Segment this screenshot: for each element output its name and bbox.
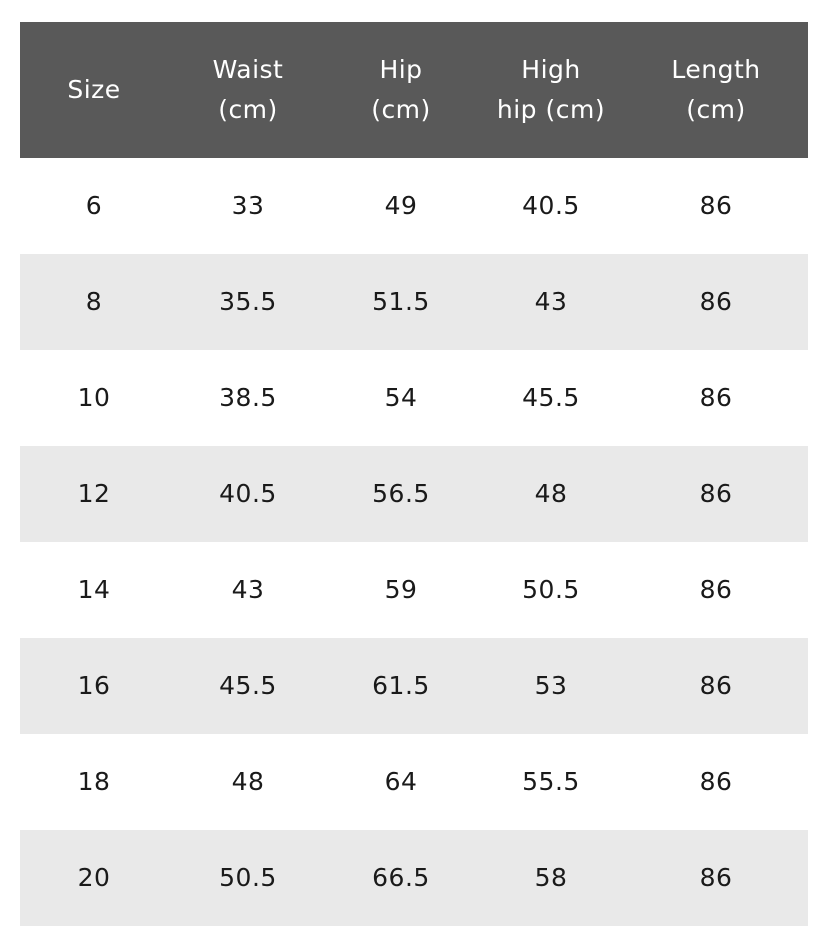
header-cell: Length (cm) — [626, 22, 806, 158]
table-cell: 48 — [534, 479, 568, 508]
table-cell: 16 — [77, 671, 111, 700]
table-cell: 8 — [85, 287, 103, 316]
table-cell: 20 — [77, 863, 111, 892]
table-row: 20 50.5 66.5 58 86 — [20, 830, 808, 926]
header-text: Length — [671, 55, 761, 84]
header-text: (cm) — [686, 95, 746, 124]
header-cell: High hip (cm) — [461, 22, 641, 158]
table-cell: 86 — [699, 479, 733, 508]
table-cell: 86 — [699, 191, 733, 220]
header-cell: Hip (cm) — [311, 22, 491, 158]
header-text: High — [521, 55, 581, 84]
table-cell: 40.5 — [219, 479, 277, 508]
table-cell: 58 — [534, 863, 568, 892]
table-row: 14 43 59 50.5 86 — [20, 542, 808, 638]
table-cell: 86 — [699, 863, 733, 892]
table-cell: 10 — [77, 383, 111, 412]
table-cell: 64 — [384, 767, 418, 796]
table-cell: 86 — [699, 767, 733, 796]
table-cell: 51.5 — [372, 287, 430, 316]
table-cell: 50.5 — [219, 863, 277, 892]
table-cell: 43 — [534, 287, 568, 316]
table-cell: 53 — [534, 671, 568, 700]
table-cell: 61.5 — [372, 671, 430, 700]
table-cell: 86 — [699, 287, 733, 316]
table-cell: 54 — [384, 383, 418, 412]
table-cell: 86 — [699, 671, 733, 700]
table-row: 8 35.5 51.5 43 86 — [20, 254, 808, 350]
table-cell: 18 — [77, 767, 111, 796]
table-cell: 59 — [384, 575, 418, 604]
table-cell: 40.5 — [522, 191, 580, 220]
header-text: (cm) — [218, 95, 278, 124]
header-cell: Size — [4, 22, 184, 158]
table-cell: 45.5 — [522, 383, 580, 412]
table-cell: 35.5 — [219, 287, 277, 316]
table-row: 16 45.5 61.5 53 86 — [20, 638, 808, 734]
table-cell: 45.5 — [219, 671, 277, 700]
table-cell: 38.5 — [219, 383, 277, 412]
table-row: 12 40.5 56.5 48 86 — [20, 446, 808, 542]
header-text: (cm) — [371, 95, 431, 124]
header-row: Size Waist (cm) Hip (cm) High hip (cm) Length (c… — [20, 22, 808, 158]
header-text: hip (cm) — [496, 95, 606, 124]
table-cell: 43 — [231, 575, 265, 604]
header-text: Size — [67, 75, 121, 104]
table-cell: 86 — [699, 383, 733, 412]
table-row: 6 33 49 40.5 86 — [20, 158, 808, 254]
table-cell: 33 — [231, 191, 265, 220]
table-cell: 12 — [77, 479, 111, 508]
table-cell: 14 — [77, 575, 111, 604]
table-cell: 66.5 — [372, 863, 430, 892]
header-text: Waist — [212, 55, 284, 84]
table-cell: 6 — [85, 191, 103, 220]
table-cell: 86 — [699, 575, 733, 604]
header-cell: Waist (cm) — [158, 22, 338, 158]
table-cell: 50.5 — [522, 575, 580, 604]
table-cell: 55.5 — [522, 767, 580, 796]
table-cell: 49 — [384, 191, 418, 220]
table-cell: 48 — [231, 767, 265, 796]
table-row: 18 48 64 55.5 86 — [20, 734, 808, 830]
table-cell: 56.5 — [372, 479, 430, 508]
header-text: Hip — [379, 55, 423, 84]
table-row: 10 38.5 54 45.5 86 — [20, 350, 808, 446]
